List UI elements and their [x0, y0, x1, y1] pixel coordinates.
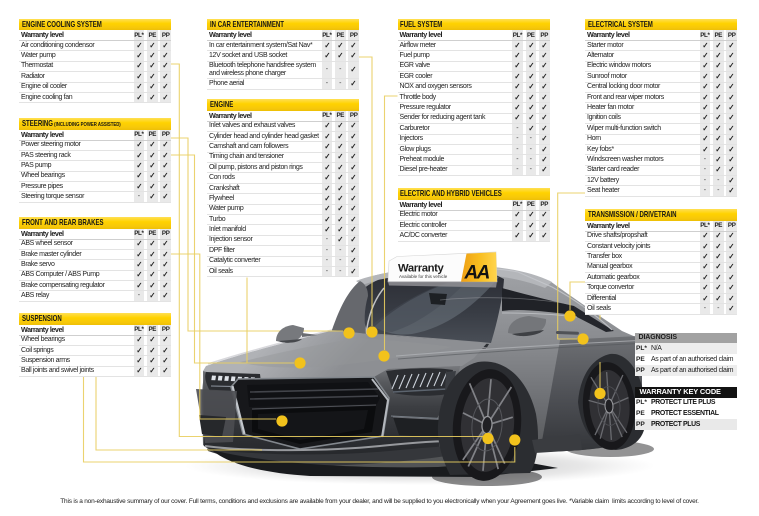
svg-text:AA: AA [464, 263, 490, 284]
svg-text:Available for this vehicle: Available for this vehicle [399, 274, 448, 279]
svg-text:Warranty: Warranty [398, 263, 444, 275]
